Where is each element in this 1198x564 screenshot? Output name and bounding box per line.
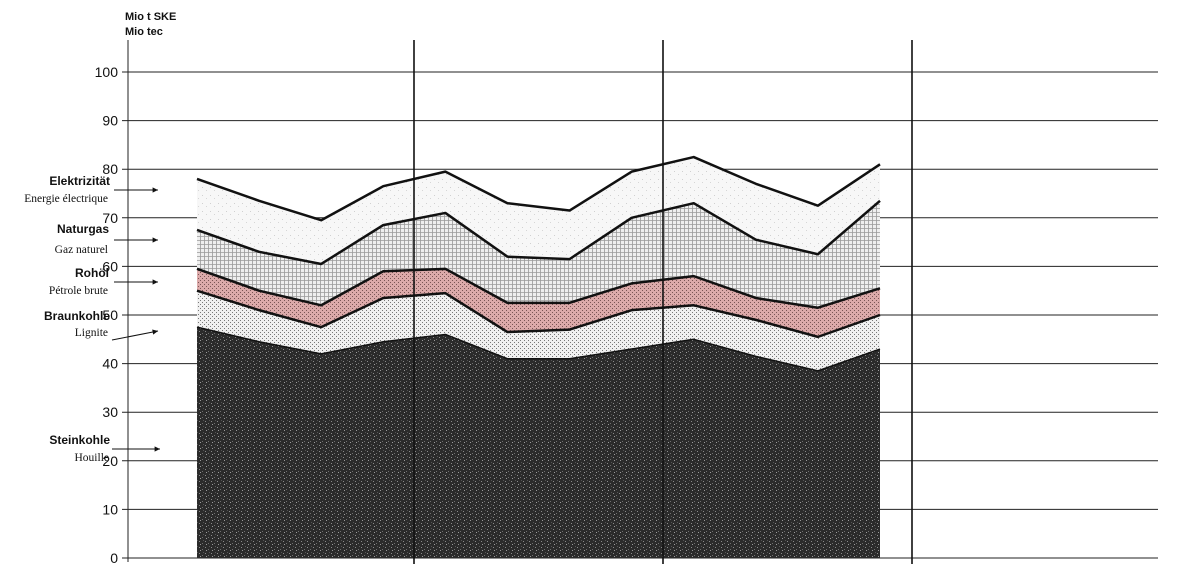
y-unit-de: Mio t SKE <box>125 11 176 23</box>
boundary-lines <box>196 155 881 372</box>
label-fr-rohl: Pétrole brute <box>49 285 108 297</box>
label-naturgas: Naturgas <box>57 222 109 236</box>
y-tick-labels: 0 10 20 30 40 50 60 70 80 90 100 <box>95 64 119 564</box>
y-tick-label: 20 <box>102 453 118 469</box>
line-top-braunkohle <box>196 289 881 339</box>
label-fr-braunkohle: Lignite <box>75 327 108 339</box>
y-tick-label: 100 <box>95 64 119 80</box>
area-rohl <box>197 268 880 337</box>
label-braunkohle: Braunkohle <box>44 309 110 323</box>
line-top-naturgas <box>196 199 881 266</box>
y-tick-label: 0 <box>110 550 118 564</box>
line-top-steinkohle <box>196 326 881 372</box>
label-fr-steinkohle: Houille <box>75 452 110 464</box>
arrowhead-steinkohle <box>154 446 160 452</box>
line-top-rohl <box>196 267 881 309</box>
y-tick-label: 10 <box>102 501 118 517</box>
arrowhead-braunkohle <box>152 329 158 335</box>
stacked-areas <box>197 157 880 558</box>
series-labels: Steinkohle Houille Braunkohle Lignite Rohöl P… <box>24 174 160 464</box>
label-steinkohle: Steinkohle <box>49 433 110 447</box>
y-tick-label: 80 <box>102 161 118 177</box>
y-tick-label: 30 <box>102 404 118 420</box>
label-elektrizitt: Elektrizität <box>49 174 110 188</box>
arrowhead-rohl <box>152 279 158 285</box>
area-steinkohle <box>197 327 880 558</box>
y-tick-label: 40 <box>102 356 118 372</box>
y-tick-label: 90 <box>102 113 118 129</box>
y-unit-fr: Mio tec <box>125 26 163 38</box>
label-fr-elektrizitt: Energie électrique <box>24 193 108 205</box>
y-tick-label: 60 <box>102 258 118 274</box>
y-tick-label: 70 <box>102 210 118 226</box>
arrowhead-naturgas <box>152 237 158 243</box>
arrow-braunkohle <box>111 330 159 341</box>
label-rohl: Rohöl <box>75 266 109 280</box>
vertical-dividers <box>413 40 913 564</box>
area-elektrizitt <box>197 157 880 264</box>
y-tick-label: 50 <box>102 307 118 323</box>
line-top-elektrizitt <box>196 155 881 222</box>
arrowhead-elektrizitt <box>152 187 158 193</box>
label-fr-naturgas: Gaz naturel <box>55 244 108 256</box>
